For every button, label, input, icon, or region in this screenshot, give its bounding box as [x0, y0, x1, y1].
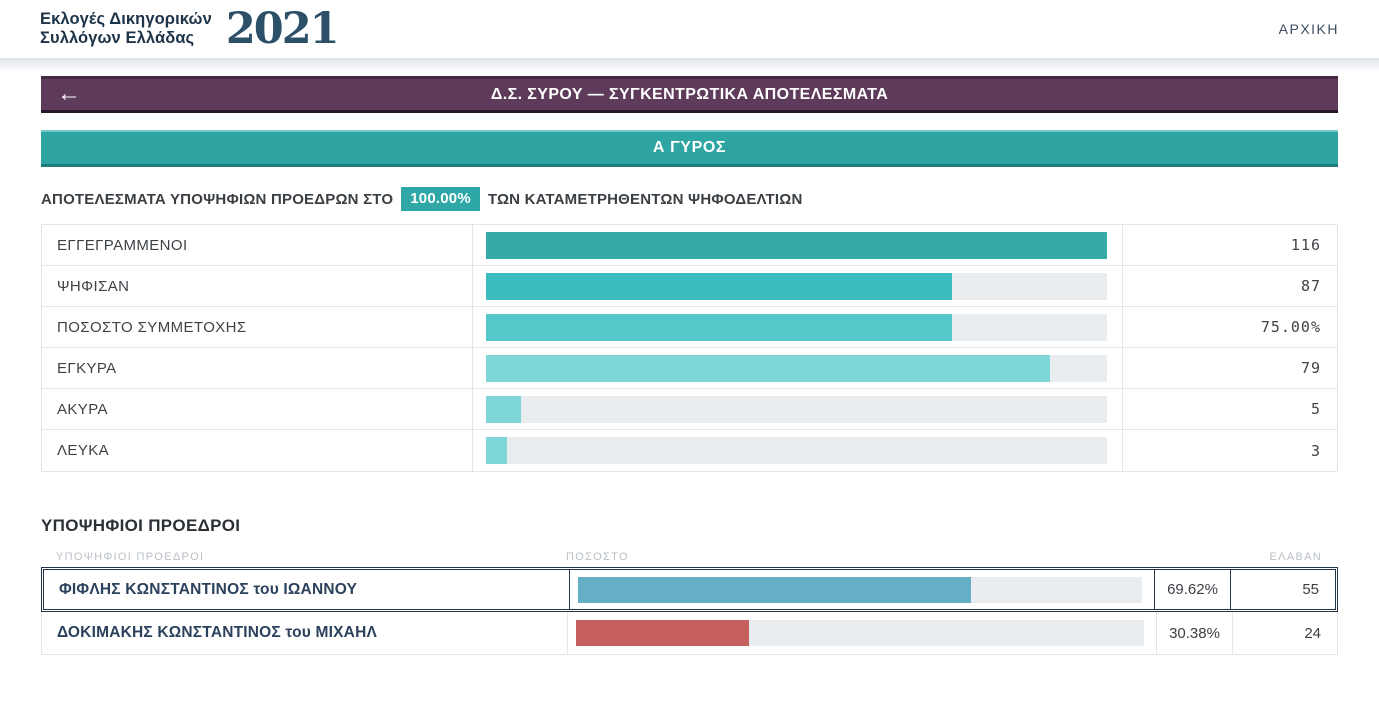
stat-bar-cell: [472, 266, 1123, 306]
stat-value: 5: [1310, 400, 1321, 418]
stat-row-valid: ΕΓΚΥΡΑ 79: [42, 348, 1337, 389]
stat-bar-track: [486, 272, 1107, 300]
stat-value: 87: [1300, 277, 1321, 295]
candidate-bar-cell: [569, 570, 1155, 609]
results-summary-line: ΑΠΟΤΕΛΕΣΜΑΤΑ ΥΠΟΨΗΦΙΩΝ ΠΡΟΕΔΡΩΝ ΣΤΟ 100.…: [41, 187, 1338, 211]
page-title: Δ.Σ. ΣΥΡΟΥ — ΣΥΓΚΕΝΤΡΩΤΙΚΑ ΑΠΟΤΕΛΕΣΜΑΤΑ: [490, 85, 889, 103]
stat-row-voted: ΨΗΦΙΣΑΝ 87: [42, 266, 1337, 307]
round-banner: Α ΓΥΡΟΣ: [41, 130, 1338, 167]
stat-bar-track: [486, 231, 1107, 259]
turnout-stats-table: ΕΓΓΕΓΡΑΜΜΕΝΟΙ 116 ΨΗΦΙΣΑΝ 87 ΠΟΣΟΣΤΟ ΣΥΜ…: [41, 224, 1338, 472]
results-summary-prefix: ΑΠΟΤΕΛΕΣΜΑΤΑ ΥΠΟΨΗΦΙΩΝ ΠΡΟΕΔΡΩΝ ΣΤΟ: [41, 190, 394, 208]
stat-value: 116: [1290, 236, 1321, 254]
site-logo[interactable]: Εκλογές Δικηγορικών Συλλόγων Ελλάδας 202…: [40, 3, 340, 54]
site-logo-year: 2021: [225, 3, 340, 54]
candidate-percent: 69.62%: [1155, 570, 1231, 609]
stat-bar-track: [486, 313, 1107, 341]
stat-bar-cell: [472, 389, 1123, 429]
stat-label: ΕΓΚΥΡΑ: [57, 359, 117, 377]
stat-value: 75.00%: [1260, 318, 1321, 336]
candidate-bar-track: [576, 620, 1144, 646]
round-label: Α ΓΥΡΟΣ: [652, 139, 727, 156]
stat-row-invalid: ΑΚΥΡΑ 5: [42, 389, 1337, 430]
header-shadow: [0, 58, 1379, 72]
candidate-bar-track: [578, 576, 1142, 603]
stat-label: ΠΟΣΟΣΤΟ ΣΥΜΜΕΤΟΧΗΣ: [57, 318, 247, 336]
candidates-table: ΦΙΦΛΗΣ ΚΩΝΣΤΑΝΤΙΝΟΣ του ΙΩΑΝΝΟΥ 69.62% 5…: [41, 567, 1338, 655]
stat-bar-fill: [486, 272, 952, 300]
stat-row-registered: ΕΓΓΕΓΡΑΜΜΕΝΟΙ 116: [42, 225, 1337, 266]
col-header-percent: ΠΟΣΟΣΤΟ: [566, 551, 629, 563]
site-logo-line1: Εκλογές Δικηγορικών: [40, 10, 212, 28]
stat-bar-fill: [486, 231, 1107, 259]
nav-home-link[interactable]: ΑΡΧΙΚΗ: [1278, 21, 1339, 37]
candidates-table-header: ΥΠΟΨΗΦΙΟΙ ΠΡΟΕΔΡΟΙ ΠΟΣΟΣΤΟ ΕΛΑΒΑΝ: [41, 551, 1338, 563]
page-content: ← Δ.Σ. ΣΥΡΟΥ — ΣΥΓΚΕΝΤΡΩΤΙΚΑ ΑΠΟΤΕΛΕΣΜΑΤ…: [0, 72, 1379, 655]
stat-bar-fill: [486, 313, 952, 341]
stat-bar-cell: [472, 225, 1123, 265]
stat-label: ΕΓΓΕΓΡΑΜΜΕΝΟΙ: [57, 236, 188, 254]
stat-label: ΑΚΥΡΑ: [57, 400, 108, 418]
stat-label: ΨΗΦΙΣΑΝ: [57, 277, 130, 295]
stat-bar-cell: [472, 430, 1123, 471]
stat-row-blank: ΛΕΥΚΑ 3: [42, 430, 1337, 471]
candidate-row: ΔΟΚΙΜΑΚΗΣ ΚΩΝΣΤΑΝΤΙΝΟΣ του ΜΙΧΑΗΛ 30.38%…: [41, 612, 1338, 655]
candidate-received: 24: [1304, 624, 1321, 642]
candidate-name: ΦΙΦΛΗΣ ΚΩΝΣΤΑΝΤΙΝΟΣ του ΙΩΑΝΝΟΥ: [59, 580, 358, 598]
stat-bar-track: [486, 354, 1107, 382]
site-logo-text: Εκλογές Δικηγορικών Συλλόγων Ελλάδας: [40, 10, 212, 48]
candidates-section-heading: ΥΠΟΨΗΦΙΟΙ ΠΡΟΕΔΡΟΙ: [41, 516, 241, 535]
candidate-bar-fill: [578, 576, 971, 603]
stat-bar-track: [486, 395, 1107, 423]
candidate-bar-cell: [567, 612, 1157, 654]
col-header-received: ΕΛΑΒΑΝ: [1269, 551, 1322, 563]
col-header-name: ΥΠΟΨΗΦΙΟΙ ΠΡΟΕΔΡΟΙ: [56, 551, 205, 563]
stat-bar-cell: [472, 348, 1123, 388]
stat-bar-fill: [486, 395, 522, 423]
candidate-percent: 30.38%: [1157, 612, 1233, 654]
counted-percentage-badge: 100.00%: [401, 187, 480, 211]
candidate-bar-fill: [576, 620, 749, 646]
app-header: Εκλογές Δικηγορικών Συλλόγων Ελλάδας 202…: [0, 0, 1379, 58]
stat-bar-fill: [486, 354, 1050, 382]
candidate-received: 55: [1302, 581, 1319, 598]
stat-row-participation: ΠΟΣΟΣΤΟ ΣΥΜΜΕΤΟΧΗΣ 75.00%: [42, 307, 1337, 348]
site-logo-line2: Συλλόγων Ελλάδας: [40, 29, 195, 47]
stat-value: 79: [1300, 359, 1321, 377]
candidate-name: ΔΟΚΙΜΑΚΗΣ ΚΩΝΣΤΑΝΤΙΝΟΣ του ΜΙΧΑΗΛ: [57, 624, 377, 641]
stat-value: 3: [1310, 441, 1321, 460]
candidate-row-winner: ΦΙΦΛΗΣ ΚΩΝΣΤΑΝΤΙΝΟΣ του ΙΩΑΝΝΟΥ 69.62% 5…: [41, 567, 1338, 612]
back-arrow-icon[interactable]: ←: [57, 79, 81, 107]
stat-bar-track: [486, 437, 1107, 464]
stat-bar-cell: [472, 307, 1123, 347]
results-summary-suffix: ΤΩΝ ΚΑΤΑΜΕΤΡΗΘΕΝΤΩΝ ΨΗΦΟΔΕΛΤΙΩΝ: [487, 190, 803, 208]
results-title-bar: ← Δ.Σ. ΣΥΡΟΥ — ΣΥΓΚΕΝΤΡΩΤΙΚΑ ΑΠΟΤΕΛΕΣΜΑΤ…: [41, 76, 1338, 113]
stat-label: ΛΕΥΚΑ: [57, 442, 110, 459]
stat-bar-fill: [486, 437, 508, 464]
